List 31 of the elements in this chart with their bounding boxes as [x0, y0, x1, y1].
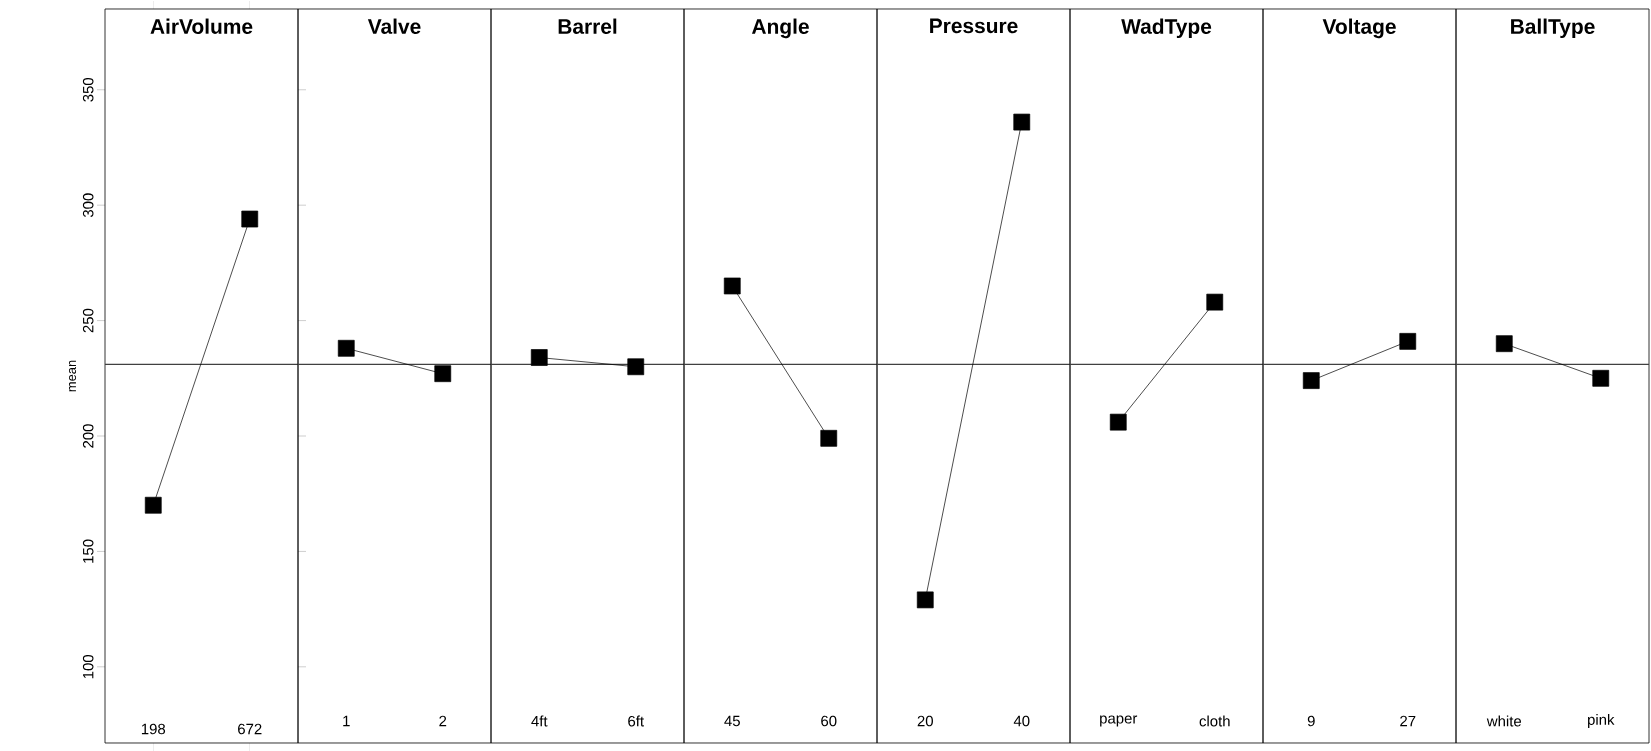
- chart-title: AirVolume: [150, 18, 253, 34]
- y-tick-label: 250: [82, 308, 94, 333]
- x-tick-label: 6ft: [628, 715, 644, 727]
- x-tick-label: 2: [439, 715, 447, 727]
- x-tick-label: 20: [917, 715, 933, 727]
- x-tick-label: 27: [1400, 715, 1416, 727]
- x-tick-label: 60: [821, 715, 837, 727]
- x-tick-label: 9: [1307, 715, 1315, 727]
- x-tick-label: 198: [141, 723, 166, 735]
- y-tick-label: 150: [82, 539, 94, 563]
- y-tick-label: 350: [82, 77, 94, 102]
- x-tick-label: 4ft: [531, 715, 548, 727]
- chart-title: WadType: [1121, 18, 1212, 38]
- x-tick-label: 672: [238, 723, 262, 735]
- x-tick-label: cloth: [1199, 715, 1230, 727]
- chart-title: Valve: [367, 18, 421, 34]
- x-tick-label: paper: [1100, 715, 1138, 727]
- chart-title: Voltage: [1322, 18, 1396, 39]
- x-tick-label: white: [1486, 715, 1522, 727]
- chart-title: Barrel: [558, 18, 617, 34]
- y-axis-title: mean: [68, 360, 77, 392]
- chart-title: Angle: [751, 18, 809, 39]
- x-tick-label: 40: [1013, 715, 1030, 727]
- chart-title: Pressure: [930, 18, 1018, 34]
- x-tick-label: pink: [1588, 713, 1615, 728]
- y-tick-label: 300: [82, 193, 94, 218]
- chart-title: BallType: [1511, 18, 1595, 38]
- y-tick-label: 200: [82, 424, 94, 448]
- x-tick-label: 1: [343, 715, 350, 727]
- x-tick-label: 45: [724, 715, 740, 727]
- y-tick-label: 100: [82, 654, 94, 679]
